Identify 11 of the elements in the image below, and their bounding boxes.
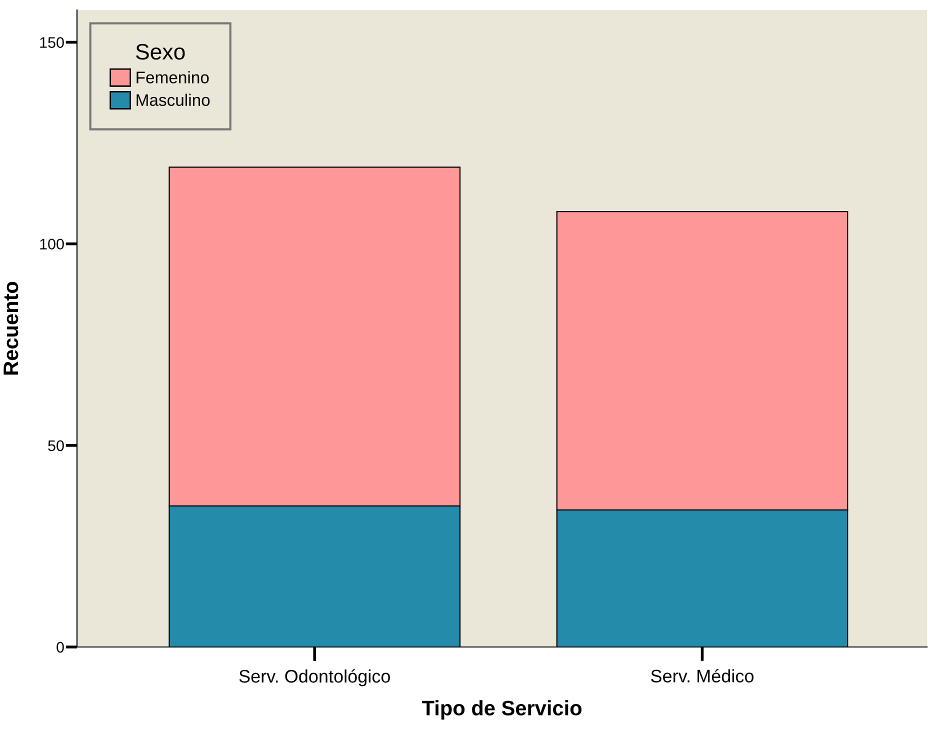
y-tick-label: 0 bbox=[56, 642, 64, 653]
x-axis-title: Tipo de Servicio bbox=[422, 700, 582, 720]
legend-label: Masculino bbox=[136, 94, 210, 106]
legend-label: Femenino bbox=[136, 71, 209, 84]
y-tick-label: 150 bbox=[40, 37, 64, 48]
x-tick-label: Serv. Médico bbox=[651, 669, 754, 682]
y-axis-title: Recuento bbox=[4, 282, 18, 375]
y-tick-label: 50 bbox=[48, 440, 64, 452]
y-tick-label: 100 bbox=[40, 238, 64, 250]
legend-title: Sexo bbox=[136, 44, 185, 60]
x-tick-label: Serv. Odontológico bbox=[239, 669, 390, 686]
